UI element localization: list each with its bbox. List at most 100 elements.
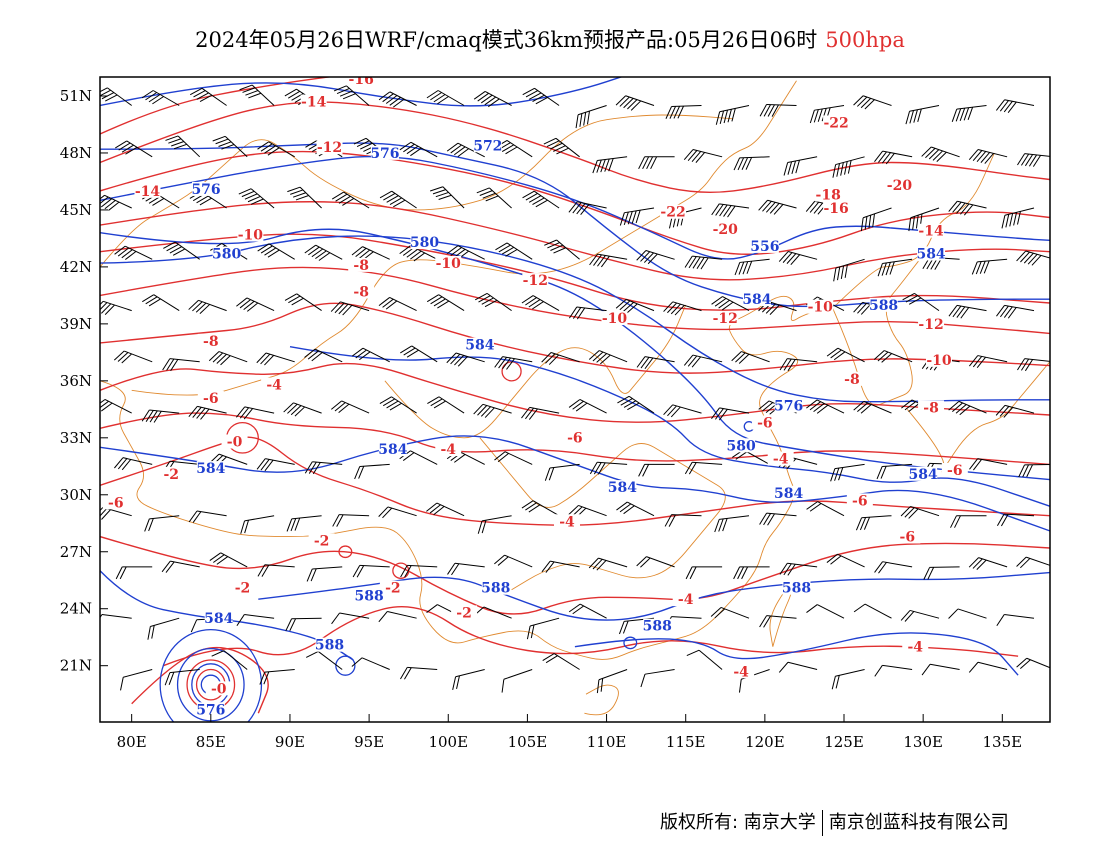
height-label: 576 — [370, 146, 399, 162]
temperature-isotherm — [100, 201, 1050, 281]
label-backdrop — [134, 183, 161, 198]
temperature-isotherm — [100, 101, 1050, 193]
wind-barb — [968, 661, 1008, 673]
lat-label: 30N — [60, 486, 92, 504]
label-backdrop — [102, 495, 129, 510]
wind-barb — [683, 149, 723, 163]
height-label: 588 — [354, 588, 383, 604]
boundary-line — [906, 361, 1050, 473]
label-backdrop — [465, 337, 494, 352]
wind-barb — [236, 614, 275, 626]
wind-barb — [1001, 207, 1035, 229]
wind-barb — [400, 564, 438, 578]
wind-barb — [636, 250, 675, 265]
wind-barb — [331, 400, 370, 414]
wind-barb — [948, 200, 987, 216]
temperature-label: -8 — [353, 284, 369, 300]
label-backdrop — [370, 145, 399, 160]
wind-barb — [619, 207, 655, 226]
wind-barb — [877, 258, 913, 277]
wind-barb — [141, 90, 180, 106]
lon-label: 100E — [428, 733, 468, 751]
height-label: 588 — [643, 619, 672, 635]
label-backdrop — [782, 580, 811, 595]
wind-barb — [452, 669, 485, 690]
wind-barb — [447, 562, 485, 576]
wind-barb — [165, 135, 201, 158]
wind-barb — [257, 564, 295, 577]
wind-barb — [714, 515, 750, 533]
wind-barb — [733, 156, 770, 171]
temperature-label: -8 — [844, 372, 860, 388]
wind-barb — [568, 603, 607, 619]
wind-barb — [115, 566, 153, 580]
boundary-line — [100, 114, 734, 268]
wind-barb — [208, 351, 248, 366]
temperature-label: -12 — [317, 140, 342, 156]
wind-barb — [189, 87, 227, 106]
geopotential-closed-contour — [623, 636, 638, 650]
wind-barb — [256, 352, 295, 366]
height-label: 588 — [315, 638, 344, 654]
copyright-university: 版权所有: 南京大学 — [660, 812, 816, 833]
label-backdrop — [902, 639, 929, 654]
height-label: 576 — [191, 182, 220, 198]
label-backdrop — [561, 430, 588, 445]
temperature-label: -8 — [923, 400, 939, 416]
wind-barb — [711, 296, 750, 312]
wind-barb — [521, 406, 560, 420]
label-backdrop — [410, 235, 439, 250]
wind-barb — [853, 400, 892, 414]
plot-frame — [99, 76, 1051, 723]
wind-barb — [996, 304, 1035, 319]
label-backdrop — [925, 352, 952, 367]
wind-barb — [779, 562, 818, 576]
label-backdrop — [204, 611, 233, 626]
lat-label: 51N — [60, 87, 92, 105]
lat-label: 42N — [60, 258, 92, 276]
temperature-closed-contour — [338, 545, 353, 559]
height-label: 584 — [204, 611, 233, 627]
wind-barb — [855, 515, 892, 531]
wind-barb — [100, 194, 132, 211]
wind-barb — [236, 406, 275, 420]
temperature-label: -12 — [523, 273, 548, 289]
label-backdrop — [221, 434, 248, 449]
height-label: 572 — [473, 138, 502, 154]
wind-barb — [969, 458, 1008, 471]
temperature-label: -6 — [757, 416, 773, 432]
wind-barb — [446, 352, 485, 367]
wind-barb — [399, 141, 438, 158]
temperature-label: -10 — [436, 256, 462, 272]
label-backdrop — [316, 140, 343, 155]
wind-barb — [304, 461, 343, 475]
wind-barb — [304, 348, 343, 363]
temperature-label: -4 — [266, 378, 282, 394]
wind-barb — [495, 242, 533, 260]
wind-barb — [285, 617, 322, 632]
label-backdrop — [192, 181, 221, 196]
label-backdrop — [712, 221, 739, 236]
wind-barb — [588, 557, 628, 571]
wind-barb — [759, 615, 797, 628]
wind-barb — [589, 461, 628, 475]
wind-barb — [446, 142, 485, 158]
label-backdrop — [451, 605, 478, 620]
wind-barb — [378, 296, 417, 312]
label-backdrop — [237, 227, 264, 242]
wind-barb — [352, 564, 390, 578]
wind-barb — [734, 258, 770, 276]
wind-barb — [494, 554, 533, 568]
lon-label: 85E — [196, 733, 226, 751]
wind-barb — [664, 514, 702, 527]
label-backdrop — [348, 77, 375, 86]
temperature-label: -4 — [733, 664, 749, 680]
wind-barb — [239, 84, 275, 106]
temperature-label: -4 — [773, 452, 789, 468]
wind-barb — [853, 95, 892, 110]
wind-barb — [996, 614, 1035, 626]
wind-barb — [1017, 153, 1050, 167]
wind-barb — [778, 251, 818, 266]
wind-barb — [758, 199, 797, 215]
